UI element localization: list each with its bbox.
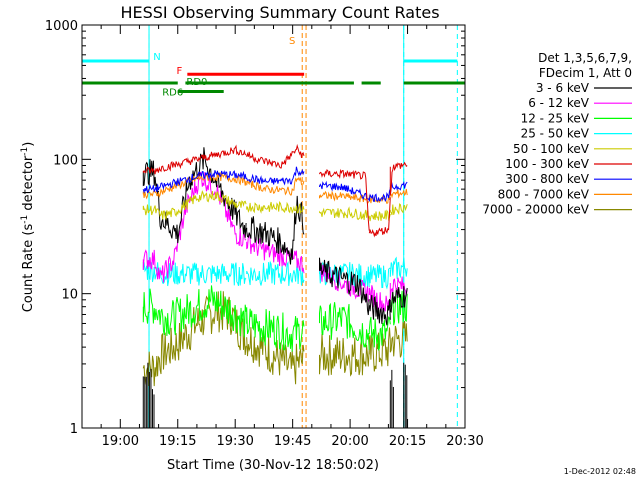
series-line [142,143,408,238]
legend-label: 100 - 300 keV [505,157,589,171]
legend-header-line-2: FDecim 1, Att 0 [539,66,632,80]
y-tick-label: 1000 [45,19,78,34]
y-tick-label: 100 [53,153,78,168]
x-tick-label: 20:15 [389,434,426,449]
legend-label: 300 - 800 keV [505,172,589,186]
y-axis-label: Count Rate (s-1 detector-1) [20,142,36,313]
tick-layer: 19:00 19:15 19:30 19:45 20:00 20:15 20:30 1 10 10… [45,19,484,449]
x-tick-label: 19:00 [102,434,139,449]
series-layer [142,143,408,428]
legend: Det 1,3,5,6,7,9, FDecim 1, Att 0 3 - 6 k… [482,51,632,217]
x-tick-label: 19:30 [216,434,253,449]
series-line [142,285,408,352]
chart-title: HESSI Observing Summary Count Rates [120,3,439,22]
legend-label: 12 - 25 keV [521,111,590,125]
rd0-flag-label: RD0 [186,77,207,88]
x-tick-label: 20:30 [446,434,483,449]
series-line [142,190,408,222]
timestamp: 1-Dec-2012 02:48 [564,467,636,476]
rd6-flag-label: RD6 [162,87,183,98]
x-axis-label: Start Time (30-Nov-12 18:50:02) [167,458,379,473]
series-line [142,171,408,313]
x-tick-label: 19:15 [159,434,196,449]
legend-label: 6 - 12 keV [528,96,590,110]
series-line [142,147,408,326]
n-flag-label: N [153,52,160,63]
y-tick-label: 10 [61,288,78,303]
legend-label: 800 - 7000 keV [498,187,590,201]
y-tick-label: 1 [70,422,78,437]
series-line [142,166,408,203]
legend-label: 3 - 6 keV [536,81,590,95]
series-line [142,256,408,290]
legend-label: 25 - 50 keV [521,127,590,141]
x-tick-label: 19:45 [274,434,311,449]
legend-label: 7000 - 20000 keV [482,203,589,217]
x-tick-label: 20:00 [331,434,368,449]
f-flag-label: F [176,66,182,77]
s-flag-label: S [289,36,295,47]
legend-label: 50 - 100 keV [513,142,590,156]
legend-header-line-1: Det 1,3,5,6,7,9, [538,51,632,65]
